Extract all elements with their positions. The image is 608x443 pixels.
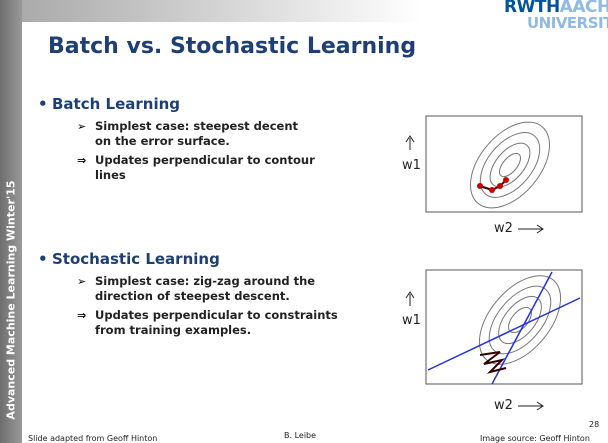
item-text: Updates perpendicular to contour [95, 153, 315, 167]
item-marker: ➢ [77, 120, 87, 133]
frame [425, 269, 583, 385]
arrow-up [405, 135, 415, 150]
item-text: from training examples. [95, 323, 252, 337]
points [477, 177, 509, 193]
item-text: direction of steepest descent. [95, 289, 290, 303]
contours [478, 275, 562, 365]
footer-left: Slide adapted from Geoff Hinton [28, 434, 158, 443]
constraint [427, 297, 581, 371]
item-marker: ⇒ [77, 154, 87, 167]
w1-label: w1 [402, 158, 421, 173]
arrow-right [518, 224, 544, 234]
w1-label: w1 [402, 313, 421, 328]
item-text: on the error surface. [95, 134, 230, 148]
w2-label: w2 [494, 221, 513, 236]
path [479, 351, 507, 374]
top-bar [22, 0, 422, 22]
contours [469, 121, 551, 209]
figure-1 [405, 115, 583, 234]
logo-rwth: RWTH [504, 0, 560, 17]
title: Batch vs. Stochastic Learning [48, 34, 417, 59]
logo-aachen: AACHEN [559, 0, 608, 17]
page-number: 28 [589, 420, 600, 429]
figure-2 [405, 269, 583, 411]
item-text: Updates perpendicular to constraints [95, 308, 338, 322]
path [479, 179, 507, 192]
logo-university: UNIVERSITY [527, 14, 608, 32]
arrow-right [518, 401, 544, 411]
item-marker: ⇒ [77, 309, 87, 322]
item-marker: ➢ [77, 275, 87, 288]
sidebar [0, 0, 22, 443]
bullet: • [38, 95, 48, 113]
w2-label: w2 [494, 398, 513, 413]
item-text: Simplest case: steepest decent [95, 119, 299, 133]
footer-center: B. Leibe [284, 431, 317, 440]
footer-right: Image source: Geoff Hinton [480, 434, 590, 443]
arrow-up [405, 291, 415, 306]
item-text: lines [95, 168, 126, 182]
section-heading: Stochastic Learning [52, 250, 220, 268]
constraint [491, 271, 553, 385]
item-text: Simplest case: zig-zag around the [95, 274, 316, 288]
section-heading: Batch Learning [52, 95, 181, 113]
logo: RWTHAACHEN [504, 0, 608, 17]
bullet: • [38, 250, 48, 268]
